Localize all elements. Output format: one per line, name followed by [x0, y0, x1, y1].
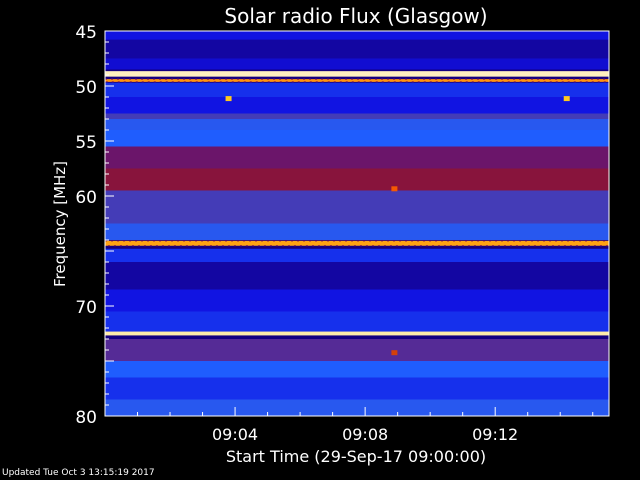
y-tick-label: 60 [75, 188, 97, 208]
bright-line [105, 240, 609, 246]
background-row [105, 39, 609, 59]
plot-area [104, 30, 610, 417]
y-axis-ticks: 45 50 55 60 70 80 [75, 23, 114, 428]
hot-spot [563, 96, 570, 102]
bright-line [105, 79, 609, 82]
y-tick-label: 80 [75, 408, 97, 428]
x-tick-label: 09:04 [212, 425, 258, 444]
chart-title: Solar radio Flux (Glasgow) [224, 4, 487, 28]
background-row [105, 119, 609, 130]
background-row [105, 168, 609, 191]
background-row [105, 399, 609, 416]
background-row [105, 311, 609, 334]
y-tick-label: 50 [75, 78, 97, 98]
background-row [105, 190, 609, 224]
bright-line [105, 71, 609, 77]
background-row [105, 248, 609, 262]
bright-line [105, 331, 609, 336]
updated-timestamp: Updated Tue Oct 3 13:15:19 2017 [2, 468, 155, 478]
plot-frame [104, 30, 610, 417]
y-tick-label: 70 [75, 298, 97, 318]
background-row [105, 82, 609, 97]
x-tick-label: 09:12 [472, 425, 518, 444]
x-tick-label: 09:08 [342, 425, 388, 444]
y-tick-label: 45 [75, 23, 97, 43]
y-axis-label: Frequency [MHz] [51, 161, 69, 287]
background-row [105, 289, 609, 312]
background-row [105, 58, 609, 70]
x-axis-label: Start Time (29-Sep-17 09:00:00) [226, 447, 486, 466]
background-row [105, 130, 609, 147]
background-row [105, 31, 609, 40]
hot-spot [391, 186, 398, 192]
background-row [105, 97, 609, 114]
background-row [105, 339, 609, 361]
background-row [105, 361, 609, 378]
background-row [105, 146, 609, 169]
hot-spot [225, 96, 232, 102]
x-axis-ticks: 09:04 09:08 09:12 [137, 407, 594, 444]
hot-spots [225, 96, 570, 356]
background-rows [105, 31, 609, 416]
background-row [105, 113, 609, 119]
background-row [105, 223, 609, 240]
background-row [105, 377, 609, 400]
hot-spot [391, 350, 398, 356]
y-tick-label: 55 [75, 133, 97, 153]
background-row [105, 262, 609, 290]
